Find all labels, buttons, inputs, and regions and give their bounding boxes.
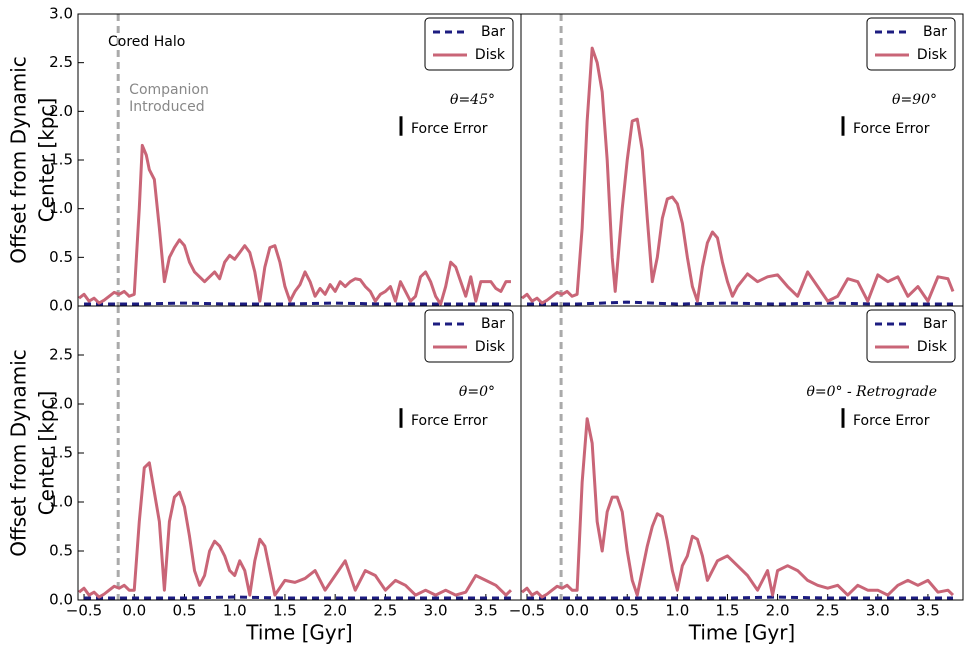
x-tick-label: 1.5: [716, 602, 740, 620]
y-tick-label: 2.0: [49, 395, 73, 413]
x-tick-label: 3.5: [474, 602, 498, 620]
x-tick-label: 1.0: [223, 602, 247, 620]
y-axis-label: Center [kpc]: [35, 391, 59, 516]
x-axis-label: Time [Gyr]: [245, 621, 352, 645]
y-tick-label: 3.0: [49, 5, 73, 23]
y-tick-label: 2.0: [49, 102, 73, 120]
x-tick-label: 0.5: [173, 602, 197, 620]
x-tick-label: 0.0: [122, 602, 146, 620]
x-tick-label: 2.0: [323, 602, 347, 620]
y-tick-label: 1.0: [49, 199, 73, 217]
x-tick-label: −0.5: [66, 602, 102, 620]
x-tick-label: 2.0: [766, 602, 790, 620]
legend-label: Bar: [923, 24, 947, 40]
series-line: [84, 595, 511, 600]
y-tick-label: 1.5: [49, 444, 73, 462]
legend-label: Disk: [475, 47, 506, 63]
force-error-label: Force Error: [411, 121, 488, 137]
panel-label: θ=45°: [450, 92, 495, 108]
annotation: Cored Halo: [108, 34, 185, 50]
panel-label: θ=0°: [459, 384, 495, 400]
series-line: [521, 417, 955, 599]
force-error-label: Force Error: [853, 121, 930, 137]
plot-frame: [520, 305, 964, 601]
x-axis-label: Time [Gyr]: [688, 621, 795, 645]
series-line: [78, 461, 513, 599]
y-axis-label: Offset from Dynamic: [7, 349, 31, 557]
x-tick-label: 3.0: [424, 602, 448, 620]
x-tick-label: 2.5: [373, 602, 397, 620]
series-line: [521, 46, 955, 305]
legend-label: Disk: [475, 339, 506, 355]
series-line: [84, 301, 511, 306]
y-tick-label: 1.0: [49, 493, 73, 511]
vline-label: Introduced: [129, 99, 204, 115]
y-tick-label: 2.5: [49, 53, 73, 71]
series-line: [527, 300, 953, 306]
legend-label: Bar: [923, 316, 947, 332]
x-tick-label: 0.0: [565, 602, 589, 620]
y-tick-label: 1.5: [49, 151, 73, 169]
x-tick-label: 1.5: [273, 602, 297, 620]
force-error-label: Force Error: [853, 413, 930, 429]
panel-label: θ=90°: [892, 92, 937, 108]
vline-label: Companion: [129, 82, 209, 98]
x-tick-label: 0.5: [615, 602, 639, 620]
x-tick-label: 2.5: [816, 602, 840, 620]
y-axis-label: Center [kpc]: [35, 98, 59, 223]
y-tick-label: 0.5: [49, 248, 73, 266]
y-axis-label: Offset from Dynamic: [7, 56, 31, 264]
legend-label: Disk: [917, 47, 948, 63]
x-tick-label: 3.0: [866, 602, 890, 620]
panel-label: θ=0° - Retrograde: [806, 384, 937, 400]
series-line: [527, 595, 953, 600]
legend-label: Bar: [481, 316, 505, 332]
y-tick-label: 0.0: [49, 297, 73, 315]
y-tick-label: 0.5: [49, 542, 73, 560]
legend-label: Bar: [481, 24, 505, 40]
series-line: [78, 143, 511, 306]
force-error-label: Force Error: [411, 413, 488, 429]
y-tick-label: 0.0: [49, 591, 73, 609]
x-tick-label: 1.0: [665, 602, 689, 620]
legend-label: Disk: [917, 339, 948, 355]
y-tick-label: 2.5: [49, 346, 73, 364]
x-tick-label: −0.5: [509, 602, 545, 620]
x-tick-label: 3.5: [916, 602, 940, 620]
